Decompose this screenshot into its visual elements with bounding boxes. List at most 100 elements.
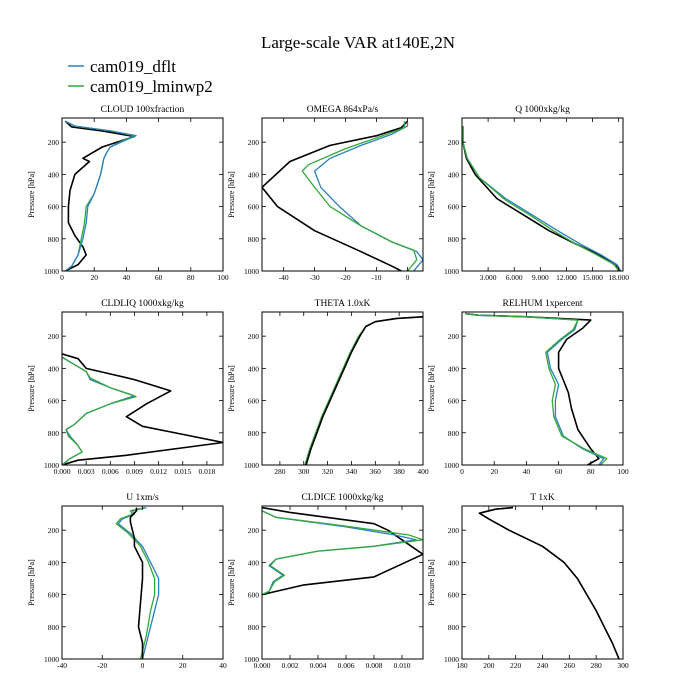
x-tick-label: 0.000 [254,661,271,670]
x-tick-label: 320 [322,467,334,476]
series-line [115,506,156,659]
series-line [262,510,417,596]
x-tick-label: 280 [274,467,286,476]
panel-title: CLOUD 100xfraction [101,104,185,115]
plot-frame [461,311,624,466]
x-tick-label: 60 [555,467,563,476]
y-tick-label: 200 [48,526,60,535]
y-tick-label: 1000 [244,461,259,470]
series-line [64,120,136,271]
y-tick-label: 200 [248,526,260,535]
panel-title: T 1xK [530,493,555,503]
series-line [262,510,423,596]
x-tick-label: 15.000 [582,273,603,282]
series-line [64,120,136,271]
y-tick-label: 600 [248,203,260,212]
x-tick-label: 300 [298,467,310,476]
series-line [465,312,608,465]
panel-title: OMEGA 864xPa/s [307,105,379,115]
panel-title: Q 1000xkg/kg [515,105,570,115]
y-tick-label: 600 [48,591,60,600]
legend: cam019_dflt cam019_lminwp2 [68,57,213,96]
x-tick-label: -20 [97,661,107,670]
y-tick-label: 400 [448,558,460,567]
x-tick-label: 0 [141,661,145,670]
series-line [305,316,423,465]
series-line [62,356,136,465]
y-axis-label: Pressure [hPa] [427,365,436,412]
y-tick-label: 800 [248,623,260,632]
x-tick-label: 0.003 [78,467,95,476]
y-tick-label: 600 [48,203,60,212]
x-tick-label: 0 [406,273,410,282]
y-tick-label: 600 [448,591,460,600]
y-axis-label: Pressure [hPa] [427,559,436,606]
x-tick-label: 100 [617,467,629,476]
series-line [304,316,423,465]
x-tick-label: 200 [483,661,495,670]
x-tick-label: 240 [537,661,549,670]
panel-title: RELHUM 1xpercent [503,299,583,309]
x-tick-label: 0.008 [366,661,383,670]
y-tick-label: 200 [448,332,460,341]
panel: OMEGA 864xPa/s Pressure [hPa] -40 -30 -20 -10… [227,105,424,282]
x-tick-label: -30 [310,273,320,282]
plot-frame [461,505,624,660]
x-tick-label: -10 [372,273,382,282]
series-line [465,312,600,465]
y-tick-label: 400 [248,364,260,373]
series-line [64,120,137,271]
x-tick-label: 380 [394,467,406,476]
x-tick-label: 100 [217,273,229,282]
panel-title: THETA 1.0xK [315,299,371,309]
x-tick-label: 6.000 [506,273,523,282]
x-tick-label: 80 [187,273,195,282]
y-tick-label: 400 [48,364,60,373]
series-line [478,506,620,659]
x-tick-label: 0.000 [54,467,71,476]
x-tick-label: 0.015 [174,467,191,476]
y-axis-label: Pressure [hPa] [27,365,36,412]
x-tick-label: 220 [510,661,522,670]
y-tick-label: 200 [448,526,460,535]
x-tick-label: 340 [346,467,358,476]
x-tick-label: 0.002 [282,661,299,670]
y-tick-label: 400 [48,170,60,179]
plot-frame [61,311,224,466]
y-tick-label: 200 [248,138,260,147]
x-tick-label: 0.009 [126,467,143,476]
series-line [262,506,423,596]
y-tick-label: 200 [48,332,60,341]
y-tick-label: 400 [448,170,460,179]
y-tick-label: 400 [48,558,60,567]
x-tick-label: 0.018 [198,467,215,476]
legend-label-dflt: cam019_dflt [90,57,176,76]
y-tick-label: 800 [48,429,60,438]
panel: U 1xm/s Pressure [hPa] -40 -20 0 20 40 200 400 60… [27,493,227,670]
panel: CLDICE 1000xkg/kg Pressure [hPa] 0.000 0.00… [227,493,424,670]
x-tick-label: 9.000 [532,273,549,282]
x-tick-label: 0.004 [310,661,327,670]
x-tick-label: 60 [155,273,163,282]
series-line [478,506,620,659]
y-axis-label: Pressure [hPa] [227,559,236,606]
x-tick-label: 20 [490,467,498,476]
y-tick-label: 600 [48,397,60,406]
x-tick-label: 0.006 [338,661,355,670]
y-tick-label: 1000 [44,461,59,470]
panel: CLOUD 100xfraction Pressure [hPa] 0 20 40 60 8… [27,104,229,282]
plot-frame [61,117,224,272]
series-line [465,312,605,465]
plot-frame [261,505,424,660]
y-tick-label: 800 [248,429,260,438]
plot-frame [261,117,424,272]
legend-label-lminwp2: cam019_lminwp2 [90,77,213,96]
x-tick-label: -40 [57,661,67,670]
y-tick-label: 400 [448,364,460,373]
y-tick-label: 400 [248,558,260,567]
y-axis-label: Pressure [hPa] [227,171,236,218]
y-tick-label: 600 [448,203,460,212]
panel: T 1xK Pressure [hPa] 180 200 220 240 260 280 300… [427,493,629,670]
